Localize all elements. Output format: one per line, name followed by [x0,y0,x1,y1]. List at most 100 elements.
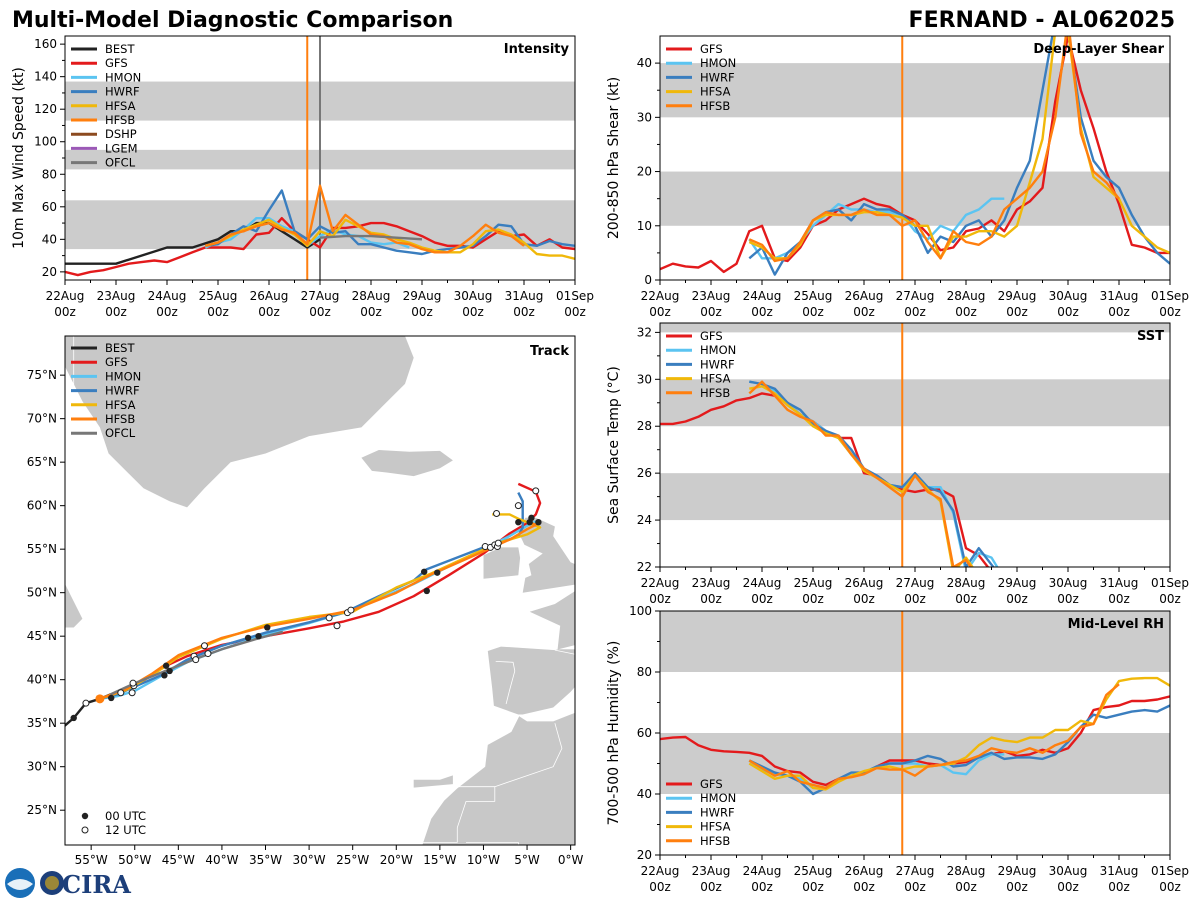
x-tick-label: 24Aug [743,576,782,590]
y-tick-label: 65°N [27,455,57,469]
marker-12utc [348,607,354,613]
sst-panel: 22242628303222Aug00z23Aug00z24Aug00z25Au… [606,323,1189,606]
cira-sun-icon [45,876,59,890]
y-tick-label: 100 [629,604,652,618]
y-tick-label: 20 [42,265,57,279]
x-tick-label: 31Aug [1100,576,1139,590]
x-tick-sublabel: 00z [700,305,722,319]
legend-label: BEST [105,42,135,56]
x-tick-sublabel: 00z [649,305,671,319]
x-tick-sublabel: 00z [802,305,824,319]
marker-12utc [334,623,340,629]
y-tick-label: 22 [637,560,652,574]
legend-label: HFSB [105,113,135,127]
x-tick-sublabel: 00z [1159,305,1181,319]
legend-label: OFCL [105,426,136,440]
x-tick-label: 29Aug [998,289,1037,303]
x-tick-label: 27Aug [896,864,935,878]
marker-12utc [129,690,135,696]
legend-label: HWRF [700,70,735,84]
marker-00utc [255,633,261,639]
x-tick-sublabel: 00z [1057,305,1079,319]
dashboard: Multi-Model Diagnostic Comparison FERNAN… [0,0,1200,900]
x-tick-label: 31Aug [505,289,544,303]
y-tick-label: 0 [644,273,652,287]
x-tick-label: 35°W [249,853,282,867]
panel-title: SST [1137,329,1164,344]
x-tick-label: 45°W [162,853,195,867]
x-tick-label: 23Aug [97,289,136,303]
y-tick-label: 28 [637,419,652,433]
legend-label: HFSA [700,820,731,834]
x-tick-label: 26Aug [250,289,289,303]
x-tick-label: 22Aug [641,289,680,303]
panel-title: Track [530,344,569,359]
plot-frame [660,323,1170,567]
marker-12utc [326,615,332,621]
x-tick-label: 31Aug [1100,289,1139,303]
x-tick-label: 30Aug [1049,576,1088,590]
x-tick-label: 27Aug [896,576,935,590]
x-tick-label: 15°W [423,853,456,867]
y-tick-label: 30 [637,110,652,124]
x-tick-label: 22Aug [641,576,680,590]
marker-12utc [494,510,500,516]
x-tick-label: 22Aug [641,864,680,878]
x-tick-sublabel: 00z [1159,880,1181,894]
x-tick-label: 24Aug [743,289,782,303]
shade-band [660,323,1170,332]
panel-title: Deep-Layer Shear [1033,42,1164,57]
legend-label: HFSB [105,412,135,426]
x-tick-sublabel: 00z [1057,592,1079,606]
x-tick-sublabel: 00z [54,305,76,319]
marker-12utc [201,643,207,649]
iceland-landmass [361,450,453,476]
legend-label: LGEM [105,141,138,155]
greenland-landmass [30,314,414,507]
x-tick-sublabel: 00z [955,592,977,606]
x-tick-label: 10°W [467,853,500,867]
rh-panel: 2040608010022Aug00z23Aug00z24Aug00z25Aug… [606,604,1189,894]
y-tick-label: 26 [637,466,652,480]
y-tick-label: 60 [637,726,652,740]
panel-title: Mid-Level RH [1068,617,1164,632]
y-tick-label: 35°N [27,716,57,730]
x-tick-sublabel: 00z [1006,305,1028,319]
y-tick-label: 80 [42,167,57,181]
y-tick-label: 160 [34,37,57,51]
y-tick-label: 20 [637,848,652,862]
x-tick-sublabel: 00z [1108,880,1130,894]
x-tick-sublabel: 00z [904,305,926,319]
marker-legend-00utc [82,813,88,819]
y-tick-label: 40°N [27,673,57,687]
x-tick-sublabel: 00z [564,305,586,319]
x-tick-sublabel: 00z [955,880,977,894]
marker-00utc [264,624,270,630]
x-tick-sublabel: 00z [649,880,671,894]
legend-label: DSHP [105,127,137,141]
x-tick-label: 23Aug [692,289,731,303]
x-tick-label: 5°W [514,853,540,867]
x-tick-label: 50°W [118,853,151,867]
panel-title: Intensity [504,42,570,57]
marker-legend-label: 00 UTC [105,809,146,823]
x-tick-label: 20°W [380,853,413,867]
africa-landmass [422,701,605,897]
x-tick-label: 27Aug [301,289,340,303]
shade-band [660,63,1170,117]
legend-label: HMON [105,369,141,383]
x-tick-label: 30Aug [1049,289,1088,303]
x-tick-sublabel: 00z [853,305,875,319]
x-tick-label: 25Aug [199,289,238,303]
x-tick-sublabel: 00z [802,592,824,606]
legend-label: HFSA [700,85,731,99]
x-tick-label: 26Aug [845,576,884,590]
marker-12utc [533,488,539,494]
legend-label: GFS [105,56,128,70]
x-tick-sublabel: 00z [207,305,229,319]
x-tick-sublabel: 00z [513,305,535,319]
x-tick-sublabel: 00z [700,592,722,606]
x-tick-label: 28Aug [947,576,986,590]
y-tick-label: 25°N [27,803,57,817]
x-tick-sublabel: 00z [105,305,127,319]
